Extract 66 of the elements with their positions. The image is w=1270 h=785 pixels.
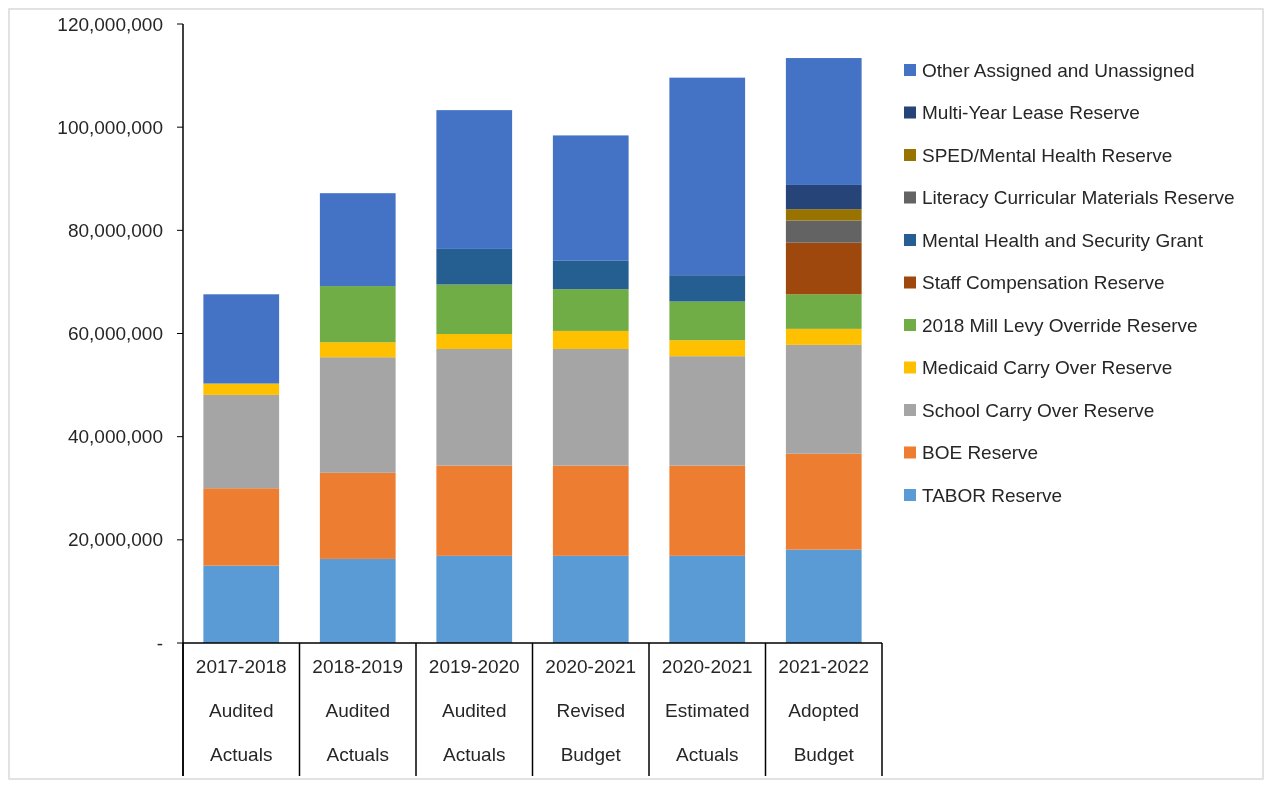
bar — [436, 110, 513, 249]
bar — [552, 330, 629, 349]
legend-label: Mental Health and Security Grant — [922, 229, 1204, 251]
bar — [203, 294, 280, 384]
bar — [319, 558, 396, 643]
legend-label: School Carry Over Reserve — [922, 399, 1155, 421]
bar — [785, 453, 862, 550]
bar — [319, 472, 396, 559]
bar — [319, 357, 396, 473]
bar — [203, 488, 280, 566]
bar — [669, 301, 746, 341]
bar — [552, 289, 629, 331]
legend-label: BOE Reserve — [922, 442, 1039, 464]
bar — [552, 555, 629, 643]
bar — [669, 340, 746, 357]
bar — [203, 383, 280, 395]
bar — [203, 394, 280, 489]
bar — [319, 193, 396, 287]
bar — [785, 58, 862, 185]
bar — [436, 284, 513, 335]
legend-label: SPED/Mental Health Reserve — [922, 144, 1173, 166]
bar — [319, 286, 396, 343]
y-tick-label: - — [156, 632, 163, 654]
bar — [785, 220, 862, 243]
bar — [785, 344, 862, 454]
bar — [785, 209, 862, 221]
y-tick-label: 80,000,000 — [67, 219, 163, 241]
category-label: 2017-2018 Audited Actuals — [195, 656, 287, 765]
y-tick-label: 40,000,000 — [67, 426, 163, 448]
bar — [436, 555, 513, 643]
bar — [436, 248, 513, 285]
legend-label: 2018 Mill Levy Override Reserve — [922, 314, 1198, 336]
bar — [669, 77, 746, 276]
y-tick-label: 120,000,000 — [57, 13, 163, 35]
bar — [552, 465, 629, 556]
category-label: 2018-2019 Audited Actuals — [312, 656, 404, 765]
bar — [669, 356, 746, 466]
bar — [785, 328, 862, 345]
bar — [785, 549, 862, 643]
bar — [785, 294, 862, 329]
bar — [785, 184, 862, 210]
bar — [552, 135, 629, 261]
category-label: 2021-2022 Adopted Budget — [778, 656, 870, 765]
legend-label: Multi-Year Lease Reserve — [922, 102, 1140, 124]
legend-label: Other Assigned and Unassigned — [922, 59, 1195, 81]
bar — [669, 465, 746, 556]
y-tick-label: 20,000,000 — [67, 529, 163, 551]
bar — [436, 465, 513, 556]
legend-label: TABOR Reserve — [922, 484, 1063, 506]
bar — [552, 260, 629, 290]
bar — [203, 565, 280, 643]
category-label: 2019-2020 Audited Actuals — [428, 656, 520, 765]
bar — [785, 242, 862, 295]
y-tick-label: 100,000,000 — [57, 116, 163, 138]
y-tick-label: 60,000,000 — [67, 323, 163, 345]
bar — [669, 275, 746, 302]
category-label: 2020-2021 Estimated Actuals — [661, 656, 753, 765]
legend-label: Medicaid Carry Over Reserve — [922, 357, 1173, 379]
bar — [319, 342, 396, 358]
category-label: 2020-2021 Revised Budget — [545, 656, 637, 765]
legend-label: Literacy Curricular Materials Reserve — [922, 187, 1235, 209]
bar — [669, 555, 746, 643]
bar — [552, 348, 629, 466]
legend-label: Staff Compensation Reserve — [922, 272, 1165, 294]
bar — [436, 348, 513, 466]
bar — [436, 334, 513, 349]
